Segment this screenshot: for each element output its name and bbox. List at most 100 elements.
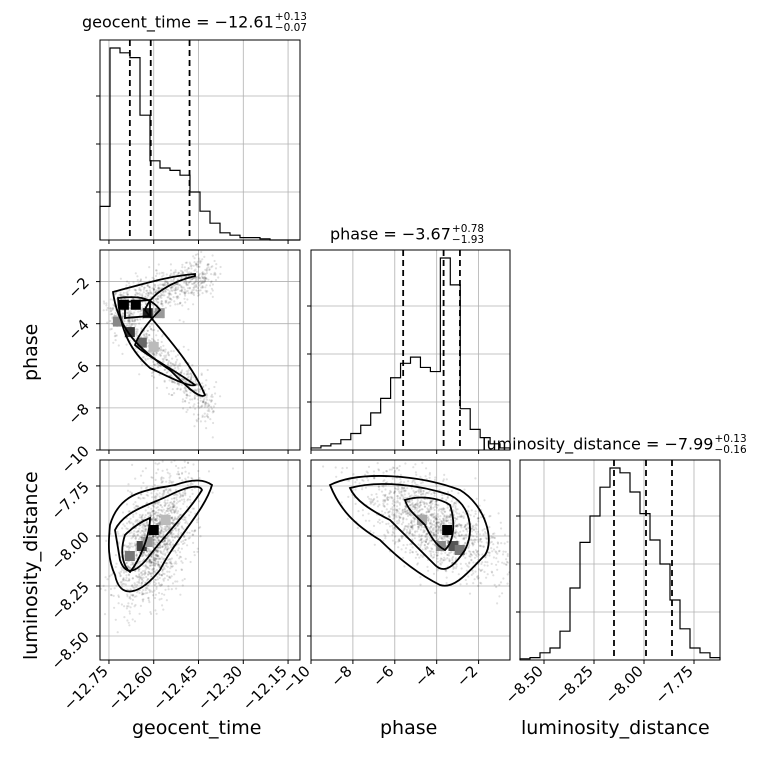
scatter-point xyxy=(194,285,198,288)
scatter-point xyxy=(173,497,176,500)
scatter-point xyxy=(155,612,158,615)
scatter-point xyxy=(136,533,140,536)
scatter-point xyxy=(433,512,436,515)
scatter-point xyxy=(164,290,167,293)
scatter-point xyxy=(428,528,431,531)
scatter-point xyxy=(136,350,139,354)
scatter-point xyxy=(180,371,183,374)
scatter-point xyxy=(167,301,170,304)
scatter-point xyxy=(388,514,391,517)
scatter-point xyxy=(185,282,188,285)
scatter-point xyxy=(125,527,128,530)
scatter-point xyxy=(153,559,156,562)
scatter-point xyxy=(399,473,402,476)
panel-border xyxy=(99,39,301,241)
scatter-point xyxy=(127,545,130,548)
scatter-point xyxy=(442,519,445,523)
scatter-point xyxy=(427,516,430,519)
scatter-point xyxy=(467,547,470,550)
scatter-point xyxy=(174,551,177,554)
scatter-point xyxy=(133,542,136,545)
scatter-point xyxy=(147,549,150,553)
scatter-point xyxy=(411,533,414,536)
scatter-point xyxy=(196,388,199,391)
scatter-point xyxy=(169,558,172,561)
scatter-point xyxy=(165,536,168,540)
scatter-point xyxy=(382,485,385,488)
scatter-point xyxy=(211,395,214,398)
scatter-point xyxy=(196,260,199,263)
scatter-point xyxy=(168,575,171,578)
scatter-point xyxy=(482,545,485,549)
scatter-point xyxy=(166,548,169,551)
scatter-point xyxy=(161,357,164,361)
scatter-point xyxy=(203,276,207,279)
scatter-point xyxy=(152,594,155,597)
scatter-point xyxy=(397,540,400,543)
scatter-point xyxy=(391,513,394,516)
scatter-point xyxy=(334,466,337,469)
scatter-point xyxy=(133,595,136,598)
scatter-point xyxy=(134,319,137,322)
x-tick-label: −7.75 xyxy=(652,662,697,707)
scatter-point xyxy=(458,512,461,515)
scatter-point xyxy=(416,499,419,502)
scatter-point xyxy=(183,288,186,291)
scatter-point xyxy=(403,527,406,530)
scatter-point xyxy=(457,532,460,535)
scatter-point xyxy=(391,539,395,542)
scatter-point xyxy=(205,284,208,287)
scatter-point xyxy=(426,532,429,536)
scatter-point xyxy=(166,507,169,510)
scatter-point xyxy=(499,581,503,584)
scatter-point xyxy=(189,398,192,401)
scatter-point xyxy=(407,522,410,526)
scatter-point xyxy=(180,498,183,501)
scatter-point xyxy=(437,538,440,541)
scatter-point xyxy=(156,554,159,557)
scatter-point xyxy=(180,540,183,544)
scatter-point xyxy=(126,593,129,596)
scatter-point xyxy=(166,574,169,578)
scatter-point xyxy=(151,561,154,564)
scatter-point xyxy=(160,301,163,305)
scatter-point xyxy=(414,471,417,474)
scatter-point xyxy=(174,287,177,290)
scatter-point xyxy=(176,282,180,285)
scatter-point xyxy=(179,301,182,304)
scatter-point xyxy=(448,516,451,519)
scatter-point xyxy=(501,592,504,595)
scatter-point xyxy=(165,542,168,545)
scatter-point xyxy=(171,388,174,391)
scatter-point xyxy=(438,508,441,511)
scatter-point xyxy=(182,345,185,348)
scatter-point xyxy=(169,532,172,536)
scatter-point xyxy=(167,353,170,356)
scatter-point xyxy=(421,512,424,516)
scatter-point xyxy=(134,347,137,350)
scatter-point xyxy=(171,506,174,509)
scatter-point xyxy=(393,527,396,530)
scatter-point xyxy=(183,489,186,493)
scatter-point xyxy=(160,574,164,577)
scatter-point xyxy=(190,375,193,378)
scatter-point xyxy=(154,511,157,514)
scatter-point xyxy=(402,521,405,524)
scatter-point xyxy=(181,266,184,269)
scatter-point xyxy=(391,502,394,505)
scatter-point xyxy=(387,498,390,501)
scatter-point xyxy=(205,272,208,275)
scatter-point xyxy=(428,510,431,513)
scatter-point xyxy=(184,494,187,497)
scatter-point xyxy=(146,579,149,582)
scatter-point xyxy=(405,528,408,532)
scatter-point xyxy=(388,492,391,495)
scatter-point xyxy=(162,294,165,297)
scatter-point xyxy=(138,516,141,519)
scatter-point xyxy=(117,532,120,535)
scatter-point xyxy=(146,560,149,563)
scatter-point xyxy=(147,570,150,573)
scatter-point xyxy=(179,387,182,390)
scatter-point xyxy=(139,289,142,292)
scatter-point xyxy=(187,348,190,351)
